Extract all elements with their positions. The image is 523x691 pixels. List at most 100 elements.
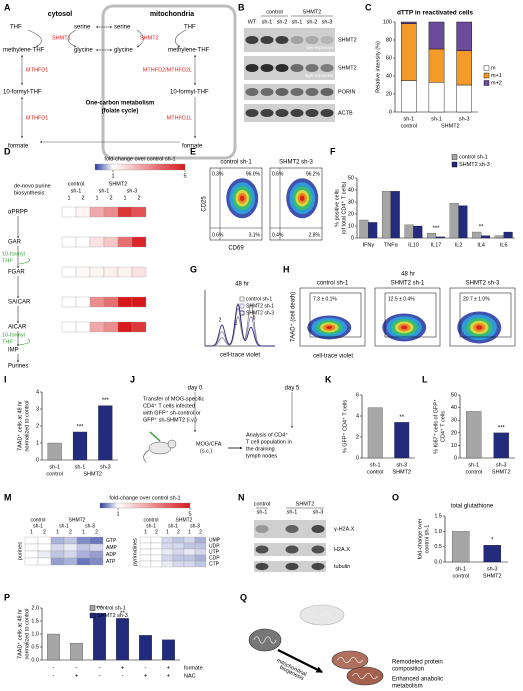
y-tick-label: 6 (356, 392, 359, 398)
condition-mark: + (144, 674, 148, 680)
panel-letter: M (4, 492, 12, 502)
bar (428, 21, 445, 50)
heatmap-cell (139, 560, 152, 568)
density (401, 325, 408, 330)
y-tick-label: 1 (36, 440, 39, 446)
label: SHMT2 sh-3 (466, 281, 500, 287)
heatmap-cell (75, 296, 91, 308)
bar (456, 50, 472, 86)
arrow (253, 636, 277, 644)
bar (493, 432, 509, 459)
label: 0.4% (272, 232, 284, 238)
y-tick-label: 60 (386, 55, 392, 61)
bar (413, 225, 423, 239)
y-tick-label: 50 (451, 392, 457, 398)
chart-title: total glutathione (451, 504, 494, 510)
label: 10-formyl (2, 251, 25, 257)
y-tick-label: 0 (454, 455, 457, 461)
label: SHMT2 (176, 517, 193, 523)
heatmap-cell (150, 560, 163, 568)
blot-band (290, 88, 304, 96)
panel-letter: Q (240, 592, 247, 602)
colorbar (94, 163, 186, 171)
label: sh-3 (313, 509, 324, 515)
colorbar-title: fold-change over control sh-1 (109, 495, 180, 501)
label: sh-1 (33, 523, 43, 529)
bar (98, 405, 113, 461)
heatmap-cell (131, 266, 147, 278)
significance: ** (479, 225, 484, 231)
y-axis-label: % Ki67⁺ cells of GFP⁺ (432, 399, 439, 454)
heatmap-cell (150, 554, 163, 562)
label: de-novo purine (14, 183, 51, 189)
x-tick-label: sh-1 (370, 462, 381, 468)
heatmap-cell (61, 321, 77, 333)
label: methylene-THF (168, 48, 210, 54)
heatmap-cell (161, 542, 174, 550)
y-tick-label: 4 (356, 413, 359, 419)
bar (401, 80, 417, 113)
label: sh-1 (59, 523, 69, 529)
label: sh-1 (99, 188, 110, 194)
blot-band (290, 64, 304, 72)
arrow (18, 257, 30, 265)
bar (381, 191, 391, 239)
y-tick-label: 20 (451, 430, 457, 436)
significance: * (491, 538, 494, 544)
x-tick-label: IL2 (455, 242, 463, 248)
label: 2 (81, 195, 84, 201)
y-tick-label: 1.0 (31, 631, 39, 637)
heatmap-cell (89, 543, 104, 552)
heatmap-cell (131, 206, 147, 218)
heatmap-cell (150, 536, 163, 544)
legend-swatch (89, 605, 96, 611)
label: αPRPP (8, 210, 28, 216)
condition-mark: - (99, 666, 101, 672)
panel-letter: G (190, 264, 197, 274)
blot-band (245, 64, 259, 72)
heatmap-cell (63, 550, 78, 559)
label: 48 hr (235, 282, 249, 288)
condition-label: NAC (184, 673, 196, 679)
panel-letter: E (190, 146, 196, 156)
panel-letter: O (392, 492, 399, 502)
label: 1 (166, 529, 169, 535)
x-tick-label: IFNγ (362, 242, 374, 248)
heatmap-cell (61, 266, 77, 278)
significance: *** (96, 606, 104, 612)
heatmap-cell (61, 236, 77, 248)
group-label: control (401, 123, 418, 129)
label: 12.5 ± 0.4% (388, 296, 415, 302)
heatmap-cell (37, 557, 52, 566)
label: MTHFD2/MTHFD2L (143, 67, 192, 73)
label: UDP (209, 543, 220, 549)
y-tick-label: 20 (348, 211, 354, 217)
bar (368, 222, 378, 239)
label: ATP (106, 559, 116, 565)
blot-band (255, 545, 269, 554)
label: FGAR (8, 270, 25, 276)
heatmap-cell (63, 557, 78, 566)
bar (401, 21, 417, 24)
bar (72, 431, 88, 461)
label: sh-3 (127, 188, 138, 194)
label: 96.2% (306, 171, 321, 177)
heatmap-cell (24, 550, 39, 559)
label: day 0 (188, 386, 203, 392)
arrow (337, 656, 363, 664)
y-tick-label: 0.0 (434, 559, 442, 565)
y-tick-label: 10 (348, 223, 354, 229)
y-axis-label: % GFP⁺ CD4⁺ T cells (341, 400, 348, 454)
y-tick-label: 40 (451, 405, 457, 411)
blot-band (320, 88, 334, 96)
bar (394, 422, 410, 459)
panel-letter: P (4, 592, 10, 602)
heatmap-cell (75, 236, 91, 248)
condition-mark: - (53, 674, 55, 680)
legend-label: control sh-1 (97, 605, 126, 611)
label: cell-trace violet (220, 353, 260, 359)
heatmap-cell (61, 296, 77, 308)
bar (47, 442, 62, 461)
label: 1 (67, 195, 70, 201)
bar (503, 231, 513, 239)
